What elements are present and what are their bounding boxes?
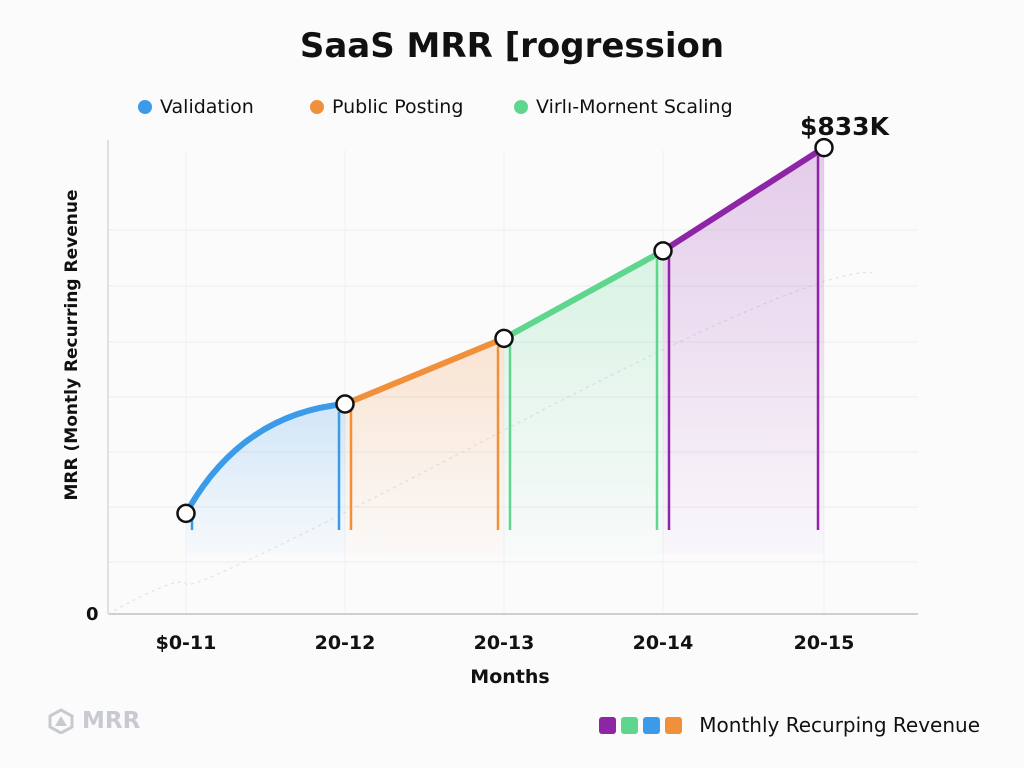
segment-area-2	[504, 250, 663, 554]
data-point	[814, 137, 834, 158]
legend-label: Virlı-Mornent Scaling	[536, 96, 733, 118]
legend-item-validation: Validation	[138, 96, 254, 118]
data-point	[653, 241, 673, 261]
data-point	[494, 328, 514, 349]
brand-logo: MRR	[48, 708, 140, 734]
legend-label: Public Posting	[332, 96, 464, 118]
footer-legend: Monthly Recurping Revenue	[599, 713, 980, 737]
legend-item-scaling: Virlı-Mornent Scaling	[514, 96, 733, 118]
segment-line-3	[660, 144, 827, 254]
swatch-orange	[665, 716, 683, 734]
y-zero-label: 0	[86, 604, 99, 625]
legend-dot	[310, 100, 324, 114]
legend-item-public-posting: Public Posting	[310, 96, 463, 118]
footer-legend-label: Monthly Recurping Revenue	[699, 713, 980, 737]
x-tick-label: $0-11	[155, 632, 217, 654]
chart-title: SaaS MRR [rogression	[299, 26, 725, 66]
logo-icon	[48, 708, 74, 734]
brand-text: MRR	[82, 708, 141, 734]
swatch-purple	[599, 716, 617, 734]
peak-value-label: $833K	[800, 112, 889, 141]
legend-dot	[138, 100, 152, 114]
data-point	[176, 503, 196, 524]
x-tick-label: 20-13	[473, 632, 535, 654]
segment-line-1	[342, 335, 507, 407]
swatch-green	[621, 716, 639, 734]
x-tick-label: 20-15	[793, 632, 855, 654]
segment-area-1	[345, 338, 504, 554]
x-tick-label: 20-14	[632, 632, 694, 654]
segment-area-0	[186, 404, 345, 554]
x-tick-label: 20-12	[314, 632, 376, 654]
legend-label: Validation	[160, 96, 254, 118]
data-point	[335, 394, 355, 414]
segment-area-3	[663, 147, 824, 554]
segment-line-0	[183, 401, 348, 517]
swatch-blue	[643, 716, 661, 734]
legend-dot	[514, 100, 528, 114]
segment-line-2	[501, 247, 666, 342]
x-axis-label: Months	[470, 666, 550, 688]
